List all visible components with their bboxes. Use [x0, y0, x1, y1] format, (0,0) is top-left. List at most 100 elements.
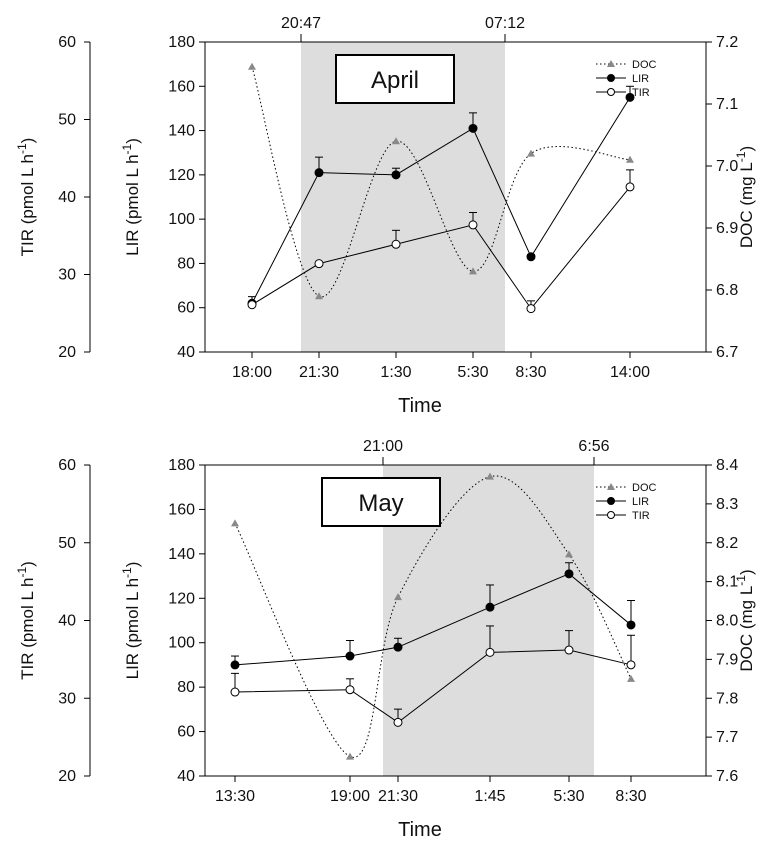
doc-point-marker	[627, 674, 635, 682]
tir-axis-title: TIR (pmol L h-1)	[15, 561, 37, 680]
lir-point-marker	[526, 252, 536, 262]
doc-tick-label: 6.7	[716, 344, 738, 361]
doc-series-line	[251, 66, 631, 297]
doc-tick-label: 8.2	[716, 535, 738, 552]
tir-point-marker	[391, 239, 401, 249]
x-tick-label: 13:30	[215, 788, 255, 805]
tir-point-marker	[468, 220, 478, 230]
lir-point-marker	[314, 168, 324, 178]
doc-point-marker	[486, 472, 494, 480]
chart-panel-may: 21:00 6:56 40 60 80 100 120 140 160 180 LIR (pmol …	[15, 438, 756, 841]
chart-panel-april: 20:47 07:12 40 60 80 100 120 140 160 180 LIR (pmol…	[15, 15, 756, 417]
legend-label: DOC	[632, 482, 657, 494]
x-tick-label: 5:30	[553, 788, 584, 805]
tir-point-marker	[526, 304, 536, 314]
lir-tick-label: 100	[168, 635, 195, 652]
x-tick-label: 8:30	[615, 788, 646, 805]
tir-tick-label: 60	[58, 457, 76, 474]
doc-tick-label: 8.3	[716, 496, 738, 513]
lir-point-marker	[393, 642, 403, 652]
doc-tick-label: 7.2	[716, 34, 738, 51]
lir-tick-label: 180	[168, 457, 195, 474]
lir-point-marker	[230, 660, 240, 670]
tir-point-marker	[345, 685, 355, 695]
doc-point-marker	[469, 267, 477, 275]
legend-marker	[607, 511, 615, 519]
doc-tick-label: 8.1	[716, 574, 738, 591]
doc-point-marker	[392, 137, 400, 145]
lir-point-marker	[391, 170, 401, 180]
x-tick-label: 5:30	[457, 364, 488, 381]
lir-point-marker	[625, 92, 635, 102]
tir-point-marker	[485, 647, 495, 657]
legend-label: DOC	[632, 59, 657, 71]
lir-tick-label: 180	[168, 34, 195, 51]
lir-series-line	[251, 97, 631, 304]
doc-point-marker	[527, 149, 535, 157]
x-tick-label: 19:00	[330, 788, 370, 805]
doc-tick-label: 8.4	[716, 457, 738, 474]
month-label-box	[321, 477, 441, 527]
tir-point-marker	[564, 645, 574, 655]
lir-tick-label: 140	[168, 546, 195, 563]
doc-tick-label: 7.0	[716, 158, 738, 175]
lir-point-marker	[564, 569, 574, 579]
x-axis-title: Time	[398, 395, 442, 417]
doc-point-marker	[346, 752, 354, 760]
lir-axis-title: LIR (pmol L h-1)	[120, 562, 142, 680]
doc-tick-label: 8.0	[716, 613, 738, 630]
tir-tick-label: 50	[58, 112, 76, 129]
doc-point-marker	[626, 155, 634, 163]
lir-tick-label: 40	[177, 344, 195, 361]
lir-tick-label: 120	[168, 590, 195, 607]
tir-series-line	[234, 649, 632, 723]
legend-label: LIR	[632, 496, 649, 508]
legend-marker	[607, 483, 615, 490]
lir-tick-label: 140	[168, 123, 195, 140]
doc-tick-label: 7.6	[716, 768, 738, 785]
plot-frame	[204, 41, 707, 353]
lir-tick-label: 160	[168, 78, 195, 95]
tir-point-marker	[314, 259, 324, 269]
doc-tick-label: 7.9	[716, 651, 738, 668]
lir-tick-label: 60	[177, 300, 195, 317]
tir-tick-label: 20	[58, 344, 76, 361]
tir-tick-label: 20	[58, 768, 76, 785]
legend-marker	[607, 60, 615, 67]
lir-series-line	[234, 573, 632, 666]
month-label-box	[335, 54, 455, 104]
tir-axis-title: TIR (pmol L h-1)	[15, 138, 37, 257]
tir-tick-label: 40	[58, 613, 76, 630]
tir-point-marker	[626, 660, 636, 670]
lir-tick-label: 160	[168, 501, 195, 518]
tir-tick-label: 50	[58, 535, 76, 552]
tir-series-line	[251, 186, 631, 310]
tir-point-marker	[247, 300, 257, 310]
lir-point-marker	[468, 123, 478, 133]
doc-tick-label: 6.9	[716, 220, 738, 237]
doc-point-marker	[248, 62, 256, 70]
doc-point-marker	[565, 550, 573, 558]
tir-tick-label: 30	[58, 267, 76, 284]
legend-marker	[607, 74, 615, 82]
tir-tick-label: 30	[58, 690, 76, 707]
night-boundary-label: 07:12	[485, 15, 525, 32]
doc-tick-label: 7.1	[716, 96, 738, 113]
x-tick-label: 18:00	[232, 364, 272, 381]
tir-point-marker	[230, 687, 240, 697]
doc-tick-label: 6.8	[716, 282, 738, 299]
lir-tick-label: 120	[168, 167, 195, 184]
legend-label: TIR	[632, 87, 650, 99]
month-label: April	[371, 67, 419, 94]
doc-tick-label: 7.8	[716, 690, 738, 707]
lir-tick-label: 80	[177, 679, 195, 696]
lir-point-marker	[485, 602, 495, 612]
x-tick-label: 21:30	[299, 364, 339, 381]
x-tick-label: 14:00	[610, 364, 650, 381]
lir-axis-title: LIR (pmol L h-1)	[120, 138, 142, 256]
doc-point-marker	[231, 519, 239, 527]
night-boundary-label: 20:47	[281, 15, 321, 32]
lir-point-marker	[345, 651, 355, 661]
legend-label: LIR	[632, 73, 649, 85]
lir-tick-label: 60	[177, 724, 195, 741]
